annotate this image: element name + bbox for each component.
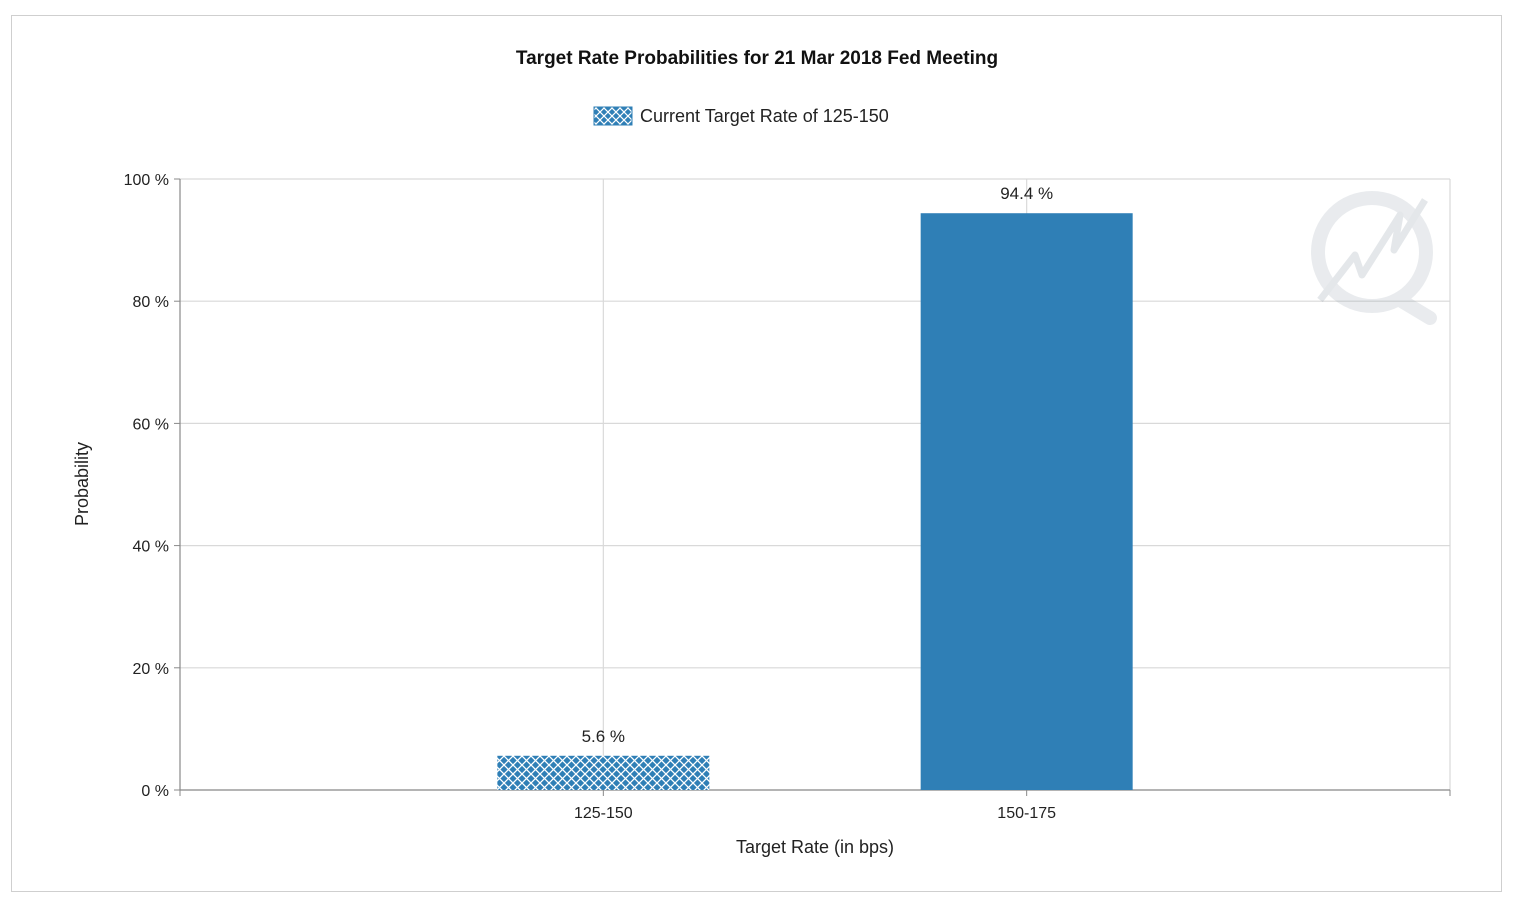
bars [497, 213, 1133, 790]
tick-labels: 0 % 20 % 40 % 60 % 80 % 100 % 5.6 % 125-150 94.4… [124, 172, 1057, 822]
x-axis-title: Target Rate (in bps) [736, 837, 894, 857]
axes [174, 178, 1451, 796]
chart-title: Target Rate Probabilities for 21 Mar 201… [516, 48, 998, 69]
y-tick-label: 40 % [133, 539, 169, 556]
chart-frame [11, 15, 1502, 892]
y-tick-label: 60 % [133, 416, 169, 433]
cme-fedwatch-logo-icon [1311, 191, 1437, 325]
bar-125-150 [497, 755, 710, 790]
bar-value-label: 94.4 % [1000, 184, 1053, 203]
bar-150-175 [920, 213, 1133, 790]
y-tick-label: 80 % [133, 294, 169, 311]
legend-entry-label: Current Target Rate of 125-150 [640, 106, 889, 126]
gridlines [180, 178, 1451, 790]
y-tick-label: 0 % [141, 783, 169, 800]
x-tick-label: 150-175 [997, 805, 1056, 822]
legend: Current Target Rate of 125-150 [593, 106, 889, 126]
y-tick-label: 100 % [124, 172, 169, 189]
x-tick-label: 125-150 [574, 805, 633, 822]
bar-value-label: 5.6 % [582, 727, 625, 746]
y-axis-title: Probability [72, 442, 92, 526]
legend-swatch [593, 106, 633, 126]
y-tick-label: 20 % [133, 661, 169, 678]
